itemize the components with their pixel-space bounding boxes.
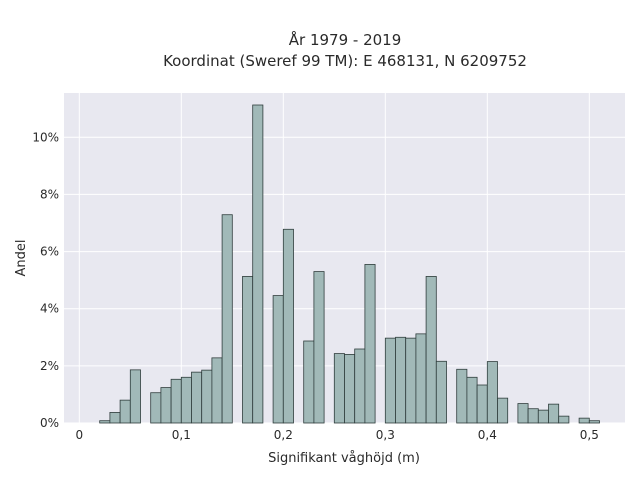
histogram-bar (129, 369, 141, 424)
histogram-bar (333, 353, 345, 424)
histogram-bar (384, 337, 396, 424)
chart-title-line-2: Koordinat (Sweref 99 TM): E 468131, N 62… (163, 52, 527, 70)
histogram-bar (578, 417, 590, 424)
histogram-bar (425, 276, 437, 424)
histogram-bar (313, 271, 325, 424)
histogram-bar (476, 384, 488, 424)
histogram-bar (415, 333, 427, 424)
x-axis-ticks: 0 0,1 0,2 0,3 0,4 0,5 (75, 428, 598, 442)
histogram-bar (170, 378, 182, 424)
histogram-bars (99, 104, 600, 424)
histogram-bar (303, 340, 315, 424)
histogram-bar (344, 354, 356, 424)
histogram-bar (486, 361, 498, 424)
histogram-bar (527, 408, 539, 424)
y-tick-label: 4% (40, 302, 59, 316)
y-tick-label: 0% (40, 416, 59, 430)
histogram-bar (517, 403, 529, 424)
histogram-bar (119, 399, 131, 424)
x-tick-label: 0,5 (580, 428, 599, 442)
x-tick-label: 0,1 (172, 428, 191, 442)
x-tick-label: 0,3 (376, 428, 395, 442)
histogram-bar (435, 360, 447, 424)
y-axis-ticks: 0% 2% 4% 6% 8% 10% (32, 130, 59, 430)
histogram-bar (395, 336, 407, 424)
histogram-bar (242, 276, 254, 424)
histogram-bar (201, 369, 213, 424)
histogram-bar (272, 295, 284, 424)
histogram-bar (252, 104, 264, 424)
x-tick-label: 0 (75, 428, 83, 442)
x-tick-label: 0,4 (478, 428, 497, 442)
x-tick-label: 0,2 (274, 428, 293, 442)
histogram-bar (456, 368, 468, 424)
chart-title-line-1: År 1979 - 2019 (289, 30, 402, 49)
histogram-bar (221, 214, 233, 424)
histogram-bar (558, 415, 570, 424)
histogram-bar (497, 397, 509, 424)
histogram-bar (180, 376, 192, 424)
histogram-bar (537, 409, 549, 424)
y-tick-label: 8% (40, 187, 59, 201)
histogram-bar (364, 264, 376, 424)
histogram-bar (109, 412, 121, 424)
y-tick-label: 10% (32, 130, 59, 144)
y-tick-label: 6% (40, 245, 59, 259)
y-tick-label: 2% (40, 359, 59, 373)
histogram-bar (405, 337, 417, 424)
histogram-bar (588, 420, 600, 424)
histogram-bar (160, 387, 172, 424)
histogram-bar (354, 348, 366, 424)
x-axis-label: Signifikant våghöjd (m) (268, 451, 420, 466)
histogram-bar (99, 420, 111, 424)
histogram-bar (466, 376, 478, 424)
histogram-bar (191, 371, 203, 424)
histogram-bar (282, 228, 294, 424)
histogram-bar (150, 392, 162, 424)
histogram-bar (211, 357, 223, 424)
y-axis-label: Andel (14, 240, 29, 277)
histogram-bar (548, 403, 560, 424)
